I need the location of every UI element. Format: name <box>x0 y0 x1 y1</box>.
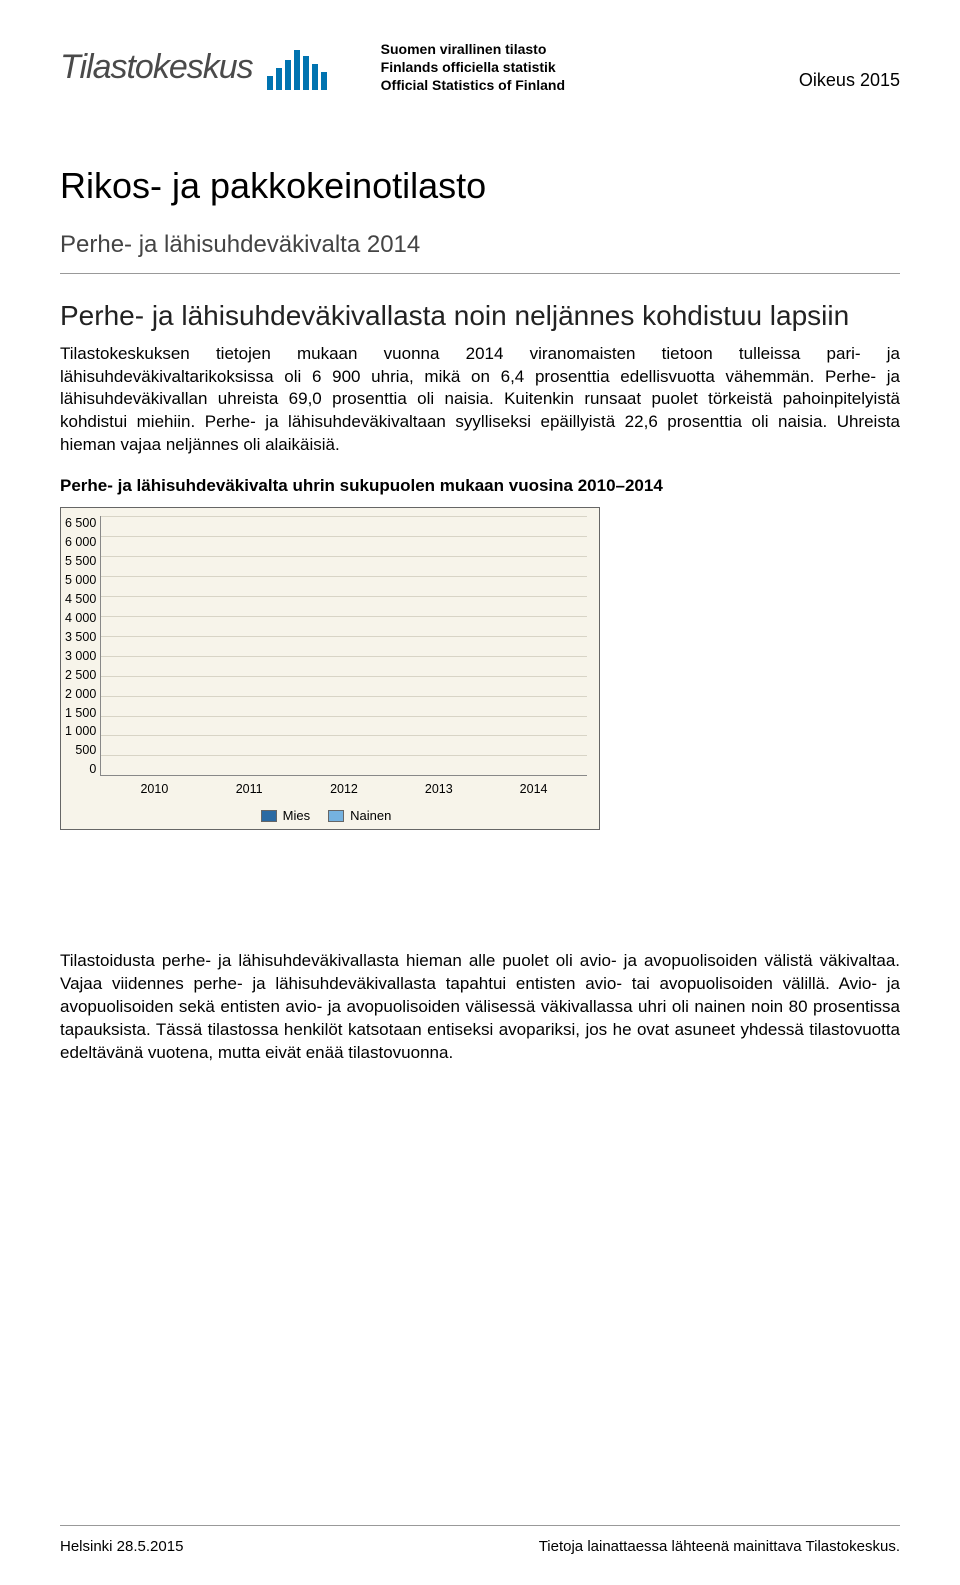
official-line: Finlands officiella statistik <box>381 58 565 76</box>
y-tick-label: 1 000 <box>65 724 96 738</box>
y-tick-label: 2 500 <box>65 668 96 682</box>
document-subtitle: Perhe- ja lähisuhdeväkivalta 2014 <box>60 231 900 259</box>
footer-date: Helsinki 28.5.2015 <box>60 1538 183 1555</box>
chart-caption: Perhe- ja lähisuhdeväkivalta uhrin sukup… <box>60 475 900 497</box>
chart-legend: Mies Nainen <box>65 808 587 823</box>
article-heading: Perhe- ja lähisuhdeväkivallasta noin nel… <box>60 298 900 333</box>
legend-item: Mies <box>261 808 310 823</box>
footer-attribution: Tietoja lainattaessa lähteenä mainittava… <box>539 1538 900 1555</box>
official-line: Official Statistics of Finland <box>381 76 565 94</box>
chart-y-axis: 6 500 6 000 5 500 5 000 4 500 4 000 3 500 3 000… <box>65 516 100 776</box>
page-header: Tilastokeskus Suomen virallinen tilastoF… <box>60 40 900 95</box>
logo-bars-icon <box>267 44 327 90</box>
x-tick-label: 2011 <box>210 782 288 796</box>
paragraph-1: Tilastokeskuksen tietojen mukaan vuonna … <box>60 343 900 458</box>
legend-label: Nainen <box>350 808 391 823</box>
chart-frame: 6 500 6 000 5 500 5 000 4 500 4 000 3 500 3 000… <box>60 507 600 830</box>
official-line: Suomen virallinen tilasto <box>381 40 565 58</box>
x-tick-label: 2014 <box>495 782 573 796</box>
chart-x-axis: 2010 2011 2012 2013 2014 <box>101 782 587 796</box>
title-separator <box>60 273 900 274</box>
x-tick-label: 2012 <box>305 782 383 796</box>
y-tick-label: 1 500 <box>65 706 96 720</box>
legend-swatch <box>261 810 277 822</box>
y-tick-label: 6 000 <box>65 535 96 549</box>
y-tick-label: 5 000 <box>65 573 96 587</box>
legend-swatch <box>328 810 344 822</box>
y-tick-label: 500 <box>75 743 96 757</box>
logo-wordmark: Tilastokeskus <box>60 48 253 87</box>
legend-label: Mies <box>283 808 310 823</box>
paragraph-2: Tilastoidusta perhe- ja lähisuhdeväkival… <box>60 950 900 1065</box>
official-statistics-label: Suomen virallinen tilastoFinlands offici… <box>381 40 565 95</box>
logo-block: Tilastokeskus Suomen virallinen tilastoF… <box>60 40 565 95</box>
y-tick-label: 0 <box>89 762 96 776</box>
y-tick-label: 4 500 <box>65 592 96 606</box>
x-tick-label: 2013 <box>400 782 478 796</box>
x-tick-label: 2010 <box>115 782 193 796</box>
y-tick-label: 2 000 <box>65 687 96 701</box>
y-tick-label: 3 000 <box>65 649 96 663</box>
y-tick-label: 5 500 <box>65 554 96 568</box>
chart-section: Perhe- ja lähisuhdeväkivalta uhrin sukup… <box>60 475 900 830</box>
page-footer: Helsinki 28.5.2015 Tietoja lainattaessa … <box>60 1525 900 1555</box>
y-tick-label: 3 500 <box>65 630 96 644</box>
y-tick-label: 6 500 <box>65 516 96 530</box>
legend-item: Nainen <box>328 808 391 823</box>
topic-year-label: Oikeus 2015 <box>799 70 900 91</box>
y-tick-label: 4 000 <box>65 611 96 625</box>
document-title: Rikos- ja pakkokeinotilasto <box>60 165 900 207</box>
chart-plot-area <box>100 516 587 776</box>
